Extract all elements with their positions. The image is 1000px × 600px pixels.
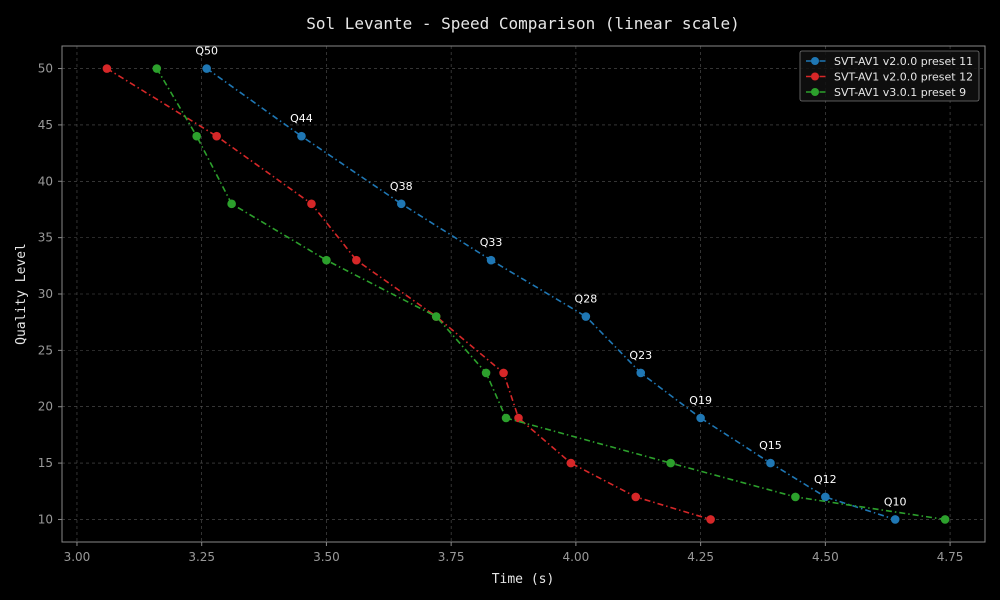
annotation-label: Q28	[575, 293, 598, 306]
data-point	[486, 255, 496, 265]
data-point	[352, 255, 361, 265]
annotation-label: Q15	[759, 439, 782, 452]
chart-title: Sol Levante - Speed Comparison (linear s…	[306, 14, 739, 33]
data-point	[227, 199, 236, 209]
legend-marker	[811, 88, 819, 96]
legend-marker	[811, 57, 819, 65]
annotation-label: Q23	[629, 349, 652, 362]
y-tick-label: 40	[38, 174, 53, 188]
data-point	[581, 312, 591, 321]
y-tick-label: 50	[38, 62, 53, 76]
data-point	[322, 255, 331, 265]
data-point	[766, 458, 775, 468]
series-line	[106, 67, 711, 521]
axis-ticks: 3.00 3.25 3.50 3.75 4.00 4.25 4.50 4.75 10 15 20 25…	[38, 62, 964, 564]
x-tick-label: 4.75	[937, 550, 964, 564]
legend-item: SVT-AV1 v3.0.1 preset 9	[806, 86, 966, 99]
annotation-label: Q33	[480, 236, 503, 249]
annotation-label: Q19	[689, 394, 712, 407]
x-tick-label: 3.00	[64, 550, 91, 564]
data-point	[566, 458, 576, 468]
data-point	[192, 131, 202, 141]
data-point	[890, 515, 900, 524]
annotations: Q50 Q44 Q38 Q33 Q28 Q23 Q19 Q15 Q12 Q10	[195, 45, 906, 509]
data-point	[297, 131, 306, 141]
y-axis-label: Quality Level	[14, 243, 29, 345]
y-tick-label: 25	[38, 343, 53, 357]
data-point	[821, 492, 830, 502]
series-2	[102, 64, 715, 524]
annotation-label: Q50	[195, 45, 218, 58]
data-point	[666, 458, 675, 468]
series-line	[156, 68, 946, 521]
data-point	[706, 515, 715, 524]
data-point	[102, 64, 112, 73]
data-point	[212, 131, 221, 141]
data-point	[481, 368, 491, 378]
data-point	[499, 368, 508, 378]
legend-box	[799, 50, 980, 102]
y-tick-label: 10	[38, 512, 53, 526]
data-point	[307, 199, 316, 209]
series-line	[206, 67, 896, 521]
annotation-label: Q10	[884, 495, 907, 508]
y-tick-label: 15	[38, 456, 53, 470]
data-point	[636, 368, 646, 378]
data-point	[940, 515, 950, 524]
x-tick-label: 3.25	[188, 550, 215, 564]
x-tick-label: 4.25	[687, 550, 714, 564]
legend-item: SVT-AV1 v2.0.0 preset 12	[806, 71, 973, 84]
legend: SVT-AV1 v2.0.0 preset 11 SVT-AV1 v2.0.0 p…	[799, 50, 980, 102]
legend-item: SVT-AV1 v2.0.0 preset 11	[806, 55, 973, 68]
data-point	[501, 413, 511, 423]
data-point	[514, 413, 523, 423]
y-tick-label: 35	[38, 231, 53, 245]
annotation-label: Q38	[390, 180, 413, 193]
legend-label: SVT-AV1 v3.0.1 preset 9	[834, 86, 966, 99]
x-tick-label: 3.50	[313, 550, 340, 564]
data-point	[431, 312, 441, 321]
legend-marker	[811, 72, 819, 81]
data-point	[631, 492, 641, 502]
series-group	[102, 64, 950, 524]
data-point	[696, 413, 705, 423]
data-point	[396, 199, 406, 209]
y-tick-label: 45	[38, 118, 53, 132]
y-tick-label: 30	[38, 287, 53, 301]
x-tick-label: 4.50	[812, 550, 839, 564]
series-1	[202, 64, 900, 524]
annotation-label: Q44	[290, 112, 313, 125]
legend-label: SVT-AV1 v2.0.0 preset 11	[834, 55, 973, 68]
series-3	[152, 64, 950, 524]
legend-label: SVT-AV1 v2.0.0 preset 12	[834, 71, 973, 84]
data-point	[202, 64, 211, 73]
x-axis-label: Time (s)	[492, 572, 555, 587]
annotation-label: Q12	[814, 473, 837, 486]
data-point	[791, 492, 800, 502]
data-point	[152, 64, 162, 73]
x-tick-label: 4.00	[563, 550, 590, 564]
x-tick-label: 3.75	[438, 550, 465, 564]
y-tick-label: 20	[38, 400, 53, 414]
